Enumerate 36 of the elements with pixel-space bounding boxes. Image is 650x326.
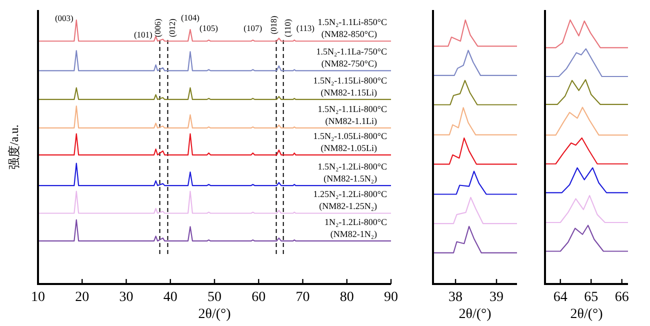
x-tick-label: 30 xyxy=(119,290,134,305)
x-axis-title: 2θ/(°) xyxy=(198,307,232,322)
annotation: (104) xyxy=(181,12,200,23)
x-tick-label: 38 xyxy=(448,290,463,305)
annotation: (012) xyxy=(166,18,177,38)
series-label: 1.5N₂-1.1Li-800°C (NM82-1.1Li) xyxy=(318,104,387,126)
annotation: (107) xyxy=(244,23,262,34)
y-axis-title: 强度/a.u. xyxy=(7,124,21,170)
annotation: (006) xyxy=(152,18,163,38)
x-tick-label: 70 xyxy=(296,290,310,305)
series-label: 1.25N₂-1.2Li-800°C (NM82-1.25N₂) xyxy=(313,189,387,212)
x-tick-label: 64 xyxy=(553,290,568,305)
x-tick-label: 20 xyxy=(75,290,90,305)
series-label: 1.5N₂-1.2Li-800°C (NM82-1.5N₂) xyxy=(318,162,387,184)
x-tick-label: 66 xyxy=(614,290,629,305)
series-label: 1.5N₂-1.15Li-800°C (NM82-1.15Li) xyxy=(313,75,387,98)
x-tick-label: 39 xyxy=(490,290,504,305)
x-tick-label: 80 xyxy=(340,290,354,305)
annotation: (003) xyxy=(54,13,74,23)
series-label: 1.5N₂-1.05Li-800°C (NM82-1.05Li) xyxy=(313,130,387,153)
x-tick-label: 10 xyxy=(31,290,45,305)
x-axis-title: 2θ/(°) xyxy=(458,307,492,322)
x-tick-label: 60 xyxy=(252,290,266,305)
x-axis-title: 2θ/(°) xyxy=(570,307,604,322)
series-label: 1.5N₂-1.1Li-850°C (NM82-850°C) xyxy=(318,17,387,40)
annotation: (101) xyxy=(134,29,153,40)
annotation: (105) xyxy=(200,23,218,34)
annotation: (110) xyxy=(282,18,292,38)
annotation: (113) xyxy=(296,23,315,34)
x-tick-label: 90 xyxy=(384,290,398,305)
x-tick-label: 50 xyxy=(208,290,222,305)
x-tick-label: 40 xyxy=(163,290,178,305)
series-label: 1.5N₂-1.1La-750°C (NM82-750°C) xyxy=(316,46,387,69)
annotation: (018) xyxy=(268,16,279,34)
x-tick-label: 65 xyxy=(584,290,598,305)
series-label: 1N₂-1.2Li-800°C (NM82-1N₂) xyxy=(324,216,387,239)
